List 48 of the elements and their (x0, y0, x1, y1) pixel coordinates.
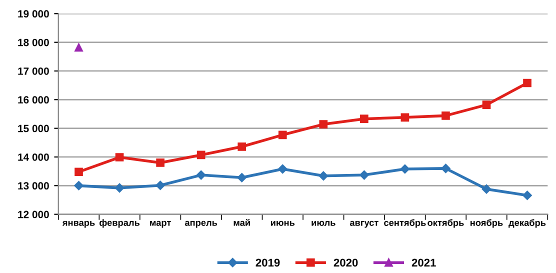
x-tick-label: май (234, 218, 250, 226)
point (522, 190, 532, 200)
y-tick-label: 12 000 (18, 210, 49, 218)
point (482, 184, 492, 194)
x-tick-label: август (350, 220, 378, 228)
x-tick-label: июль (312, 220, 336, 226)
y-tick-label: 17 000 (18, 67, 49, 75)
point (318, 171, 328, 181)
legend-label: 2020 (334, 258, 358, 267)
point (237, 172, 246, 182)
point (360, 170, 369, 180)
point (238, 142, 246, 151)
x-tick-label: ноябрь (470, 219, 503, 228)
point (156, 158, 164, 167)
point (196, 150, 206, 160)
point (442, 112, 450, 120)
x-tick-label: апрель (184, 220, 218, 228)
point (156, 180, 165, 190)
point (74, 168, 83, 176)
x-tick-label: январь (62, 220, 95, 228)
point (196, 170, 206, 180)
point (74, 43, 83, 52)
y-tick-label: 14 000 (18, 153, 49, 161)
point (400, 113, 410, 122)
y-tick-label: 19 000 (18, 10, 49, 18)
point (278, 130, 287, 140)
point (400, 164, 410, 174)
x-tick-label: июнь (270, 220, 295, 226)
x-tick-label: октябрь (428, 219, 464, 228)
y-tick-label: 18 000 (18, 38, 49, 46)
point (278, 164, 288, 174)
y-tick-label: 15 000 (18, 124, 49, 132)
x-tick-label: сентябрь (384, 219, 426, 228)
y-tick-label: 16 000 (18, 96, 49, 104)
point (482, 100, 491, 109)
point (114, 183, 124, 193)
point (115, 153, 124, 162)
x-tick-label: декабрь (508, 219, 546, 228)
y-tick-label: 13 000 (18, 182, 49, 190)
legend-label: 2021 (412, 258, 436, 267)
point (360, 114, 368, 124)
point (441, 164, 450, 174)
x-tick-label: февраль (100, 219, 140, 228)
point (74, 181, 84, 190)
point (523, 78, 532, 88)
point (319, 120, 328, 128)
legend-label: 2019 (256, 258, 280, 267)
x-tick-label: март (150, 220, 171, 228)
